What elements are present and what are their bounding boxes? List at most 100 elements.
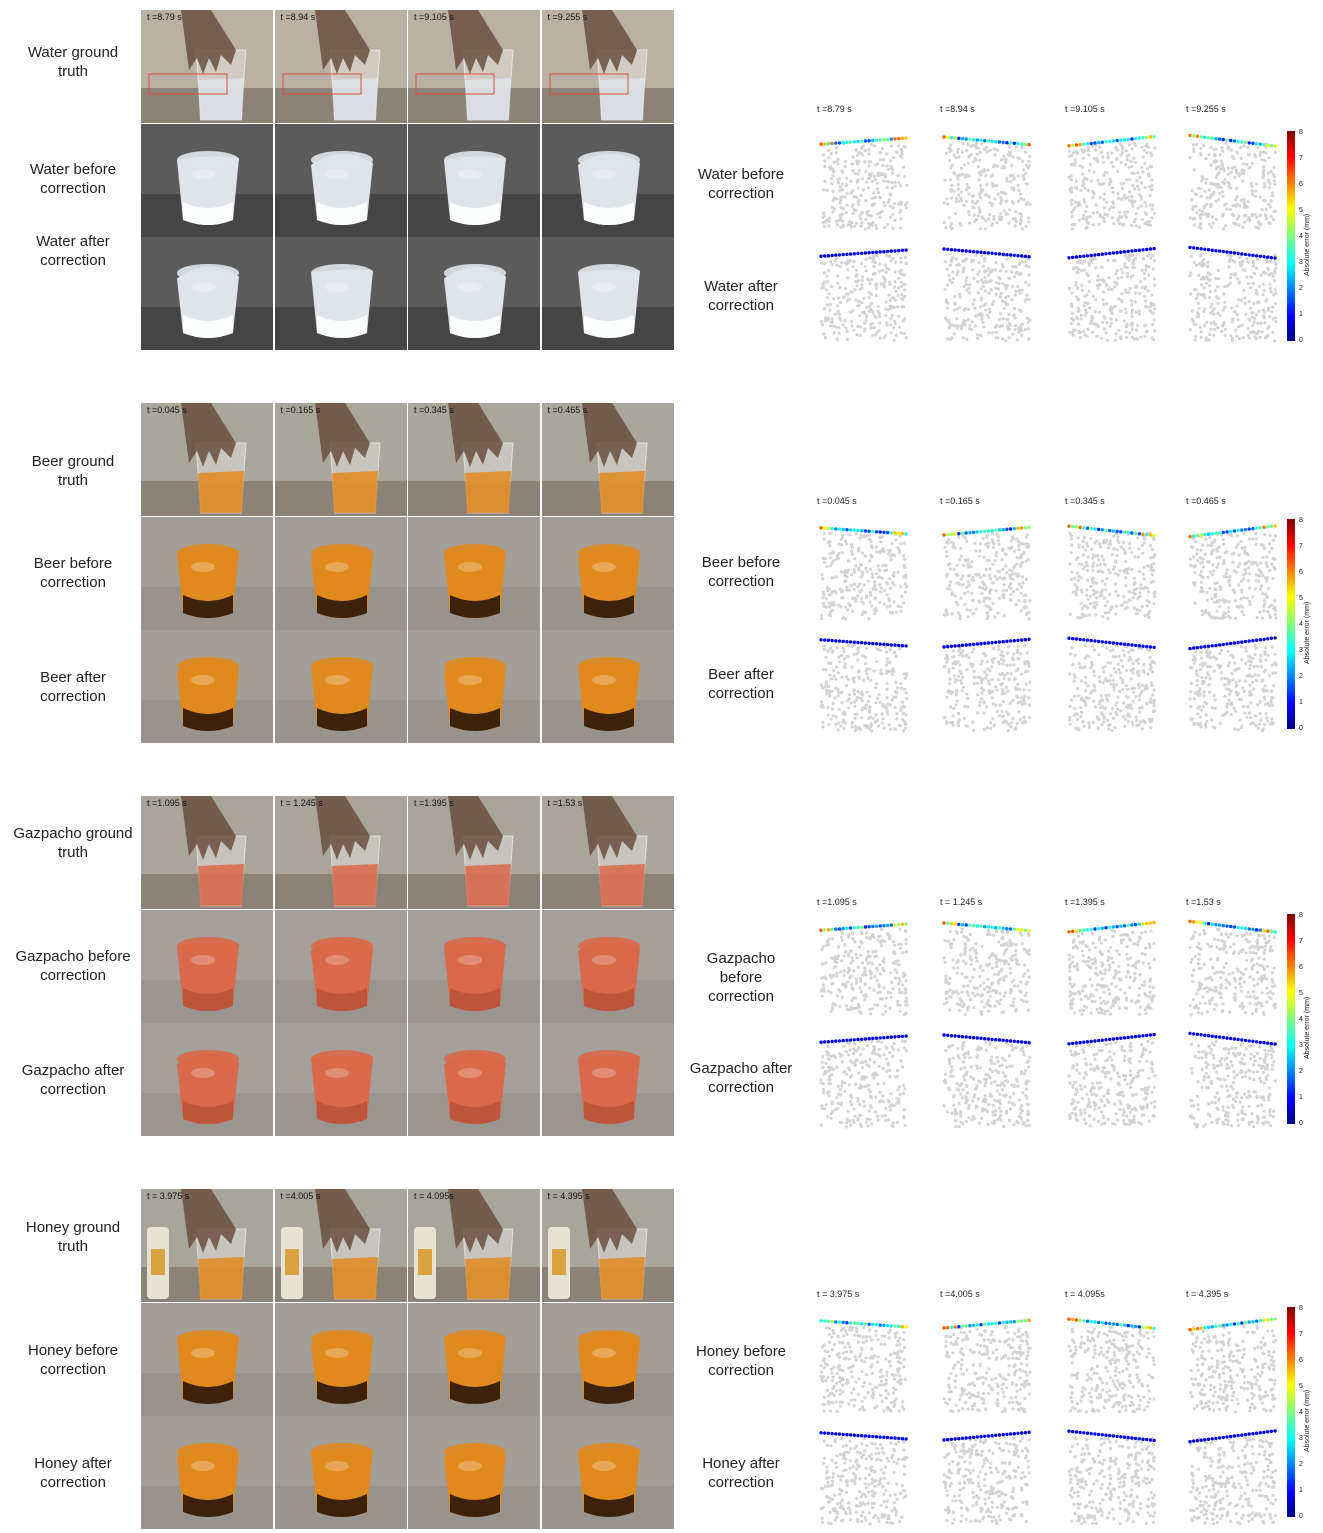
image-tile-beer-before	[542, 517, 675, 630]
row-label-line: Water ground	[3, 43, 143, 62]
colorbar-tick: 7	[1299, 938, 1303, 945]
image-tile-gazpacho-before	[275, 910, 408, 1023]
image-tile-honey-gt: t = 3.975 s	[141, 1189, 274, 1302]
error-panel-gazpacho-before	[938, 913, 1034, 1019]
time-label: t = 3.975 s	[147, 1191, 189, 1201]
colorbar-tick: 6	[1299, 1357, 1303, 1364]
colorbar-title: Absolute error (mm)	[1304, 602, 1311, 664]
image-tile-gazpacho-after	[542, 1023, 675, 1136]
error-panel-gazpacho-after	[938, 1025, 1034, 1131]
image-tile-water-gt: t =9.105 s	[408, 10, 541, 123]
error-panel-honey-after	[815, 1422, 911, 1528]
error-panel-water-after	[1184, 239, 1280, 345]
time-label: t =0.165 s	[281, 405, 321, 415]
colorbar-tick: 1	[1299, 311, 1303, 318]
error-panel-gazpacho-before	[1063, 913, 1159, 1019]
colorbar-tick: 6	[1299, 569, 1303, 576]
row-label-line: correction	[3, 573, 143, 592]
error-panel-honey-before	[938, 1310, 1034, 1416]
colorbar-tick: 0	[1299, 337, 1303, 344]
row-label-line: correction	[3, 251, 143, 270]
error-panel-honey-before	[1184, 1310, 1280, 1416]
row-label-line: Water after	[3, 232, 143, 251]
colorbar-tick: 1	[1299, 699, 1303, 706]
colorbar-tick: 6	[1299, 964, 1303, 971]
image-tile-beer-before	[275, 517, 408, 630]
err-label-line: Gazpacho after	[686, 1059, 796, 1078]
panel-time-label: t =9.105 s	[1065, 104, 1105, 114]
time-label: t =8.79 s	[147, 12, 182, 22]
colorbar-tick: 2	[1299, 285, 1303, 292]
row-label-line: correction	[3, 966, 143, 985]
error-panel-beer-before	[1184, 517, 1280, 623]
panel-time-label: t =1.395 s	[1065, 897, 1105, 907]
image-tile-water-before	[542, 124, 675, 237]
colorbar-title: Absolute error (mm)	[1304, 1390, 1311, 1452]
panel-time-label: t =4.005 s	[940, 1289, 980, 1299]
colorbar-tick: 8	[1299, 1305, 1303, 1312]
err-label-line: Gazpacho before	[686, 949, 796, 987]
error-panel-water-after	[815, 239, 911, 345]
image-tile-beer-before	[141, 517, 274, 630]
colorbar-tick: 8	[1299, 129, 1303, 136]
colorbar-beer	[1287, 519, 1295, 729]
image-tile-water-before	[141, 124, 274, 237]
row-label-line: correction	[3, 1080, 143, 1099]
image-tile-water-before	[408, 124, 541, 237]
panel-time-label: t = 3.975 s	[817, 1289, 859, 1299]
error-panel-beer-before	[815, 517, 911, 623]
colorbar-tick: 0	[1299, 725, 1303, 732]
image-tile-beer-gt: t =0.465 s	[542, 403, 675, 516]
time-label: t =4.005 s	[281, 1191, 321, 1201]
error-panel-beer-after	[815, 629, 911, 735]
image-tile-gazpacho-gt: t = 1.245 s	[275, 796, 408, 909]
image-tile-water-after	[408, 237, 541, 350]
error-panel-gazpacho-after	[1063, 1025, 1159, 1131]
time-label: t = 1.245 s	[281, 798, 323, 808]
image-tile-water-before	[275, 124, 408, 237]
err-label-line: correction	[686, 296, 796, 315]
time-label: t =9.255 s	[548, 12, 588, 22]
image-tile-honey-gt: t =4.005 s	[275, 1189, 408, 1302]
err-label-line: Honey after	[686, 1454, 796, 1473]
error-panel-gazpacho-before	[815, 913, 911, 1019]
time-label: t =1.395 s	[414, 798, 454, 808]
image-tile-beer-gt: t =0.345 s	[408, 403, 541, 516]
colorbar-tick: 5	[1299, 207, 1303, 214]
time-label: t =0.345 s	[414, 405, 454, 415]
error-panel-honey-before	[815, 1310, 911, 1416]
image-tile-water-gt: t =8.79 s	[141, 10, 274, 123]
colorbar-tick: 8	[1299, 517, 1303, 524]
image-tile-gazpacho-gt: t =1.53 s	[542, 796, 675, 909]
row-label-line: correction	[3, 179, 143, 198]
panel-time-label: t =0.165 s	[940, 496, 980, 506]
error-panel-honey-after	[938, 1422, 1034, 1528]
colorbar-tick: 3	[1299, 647, 1303, 654]
colorbar-title: Absolute error (mm)	[1304, 997, 1311, 1059]
colorbar-tick: 3	[1299, 1435, 1303, 1442]
row-label-line: Beer after	[3, 668, 143, 687]
row-label-line: Honey after	[3, 1454, 143, 1473]
image-tile-honey-after	[275, 1416, 408, 1529]
row-label-line: truth	[3, 471, 143, 490]
image-tile-honey-before	[275, 1303, 408, 1416]
image-tile-honey-gt: t = 4.095s	[408, 1189, 541, 1302]
err-label-line: correction	[686, 1473, 796, 1492]
time-label: t =1.53 s	[548, 798, 583, 808]
error-panel-honey-after	[1063, 1422, 1159, 1528]
colorbar-tick: 0	[1299, 1513, 1303, 1520]
